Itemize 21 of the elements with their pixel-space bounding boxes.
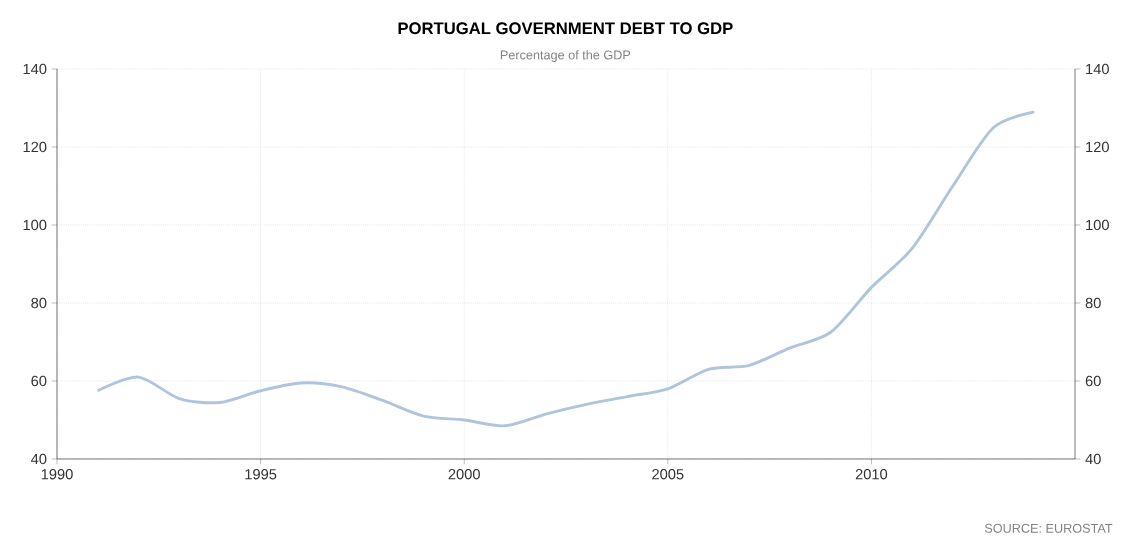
y2-tick-label: 60	[1085, 375, 1101, 387]
source-note: SOURCE: EUROSTAT	[984, 523, 1113, 533]
x-tick-label: 2005	[652, 469, 684, 480]
y2-tick-label: 140	[1086, 63, 1109, 75]
y2-tick-label: 80	[1085, 297, 1101, 309]
y-tick-label: 120	[23, 141, 47, 153]
chart-subtitle: Percentage of the GDP	[500, 50, 631, 62]
x-tick-label: 1995	[245, 469, 277, 480]
x-tick-label: 1990	[41, 469, 73, 480]
x-tick-label: 2000	[448, 469, 480, 480]
y-tick-label: 60	[31, 375, 47, 387]
y2-tick-label: 40	[1085, 453, 1101, 465]
y-tick-label: 100	[23, 219, 47, 231]
chart-title: PORTUGAL GOVERNMENT DEBT TO GDP	[398, 22, 733, 35]
y-tick-label: 40	[30, 453, 47, 465]
y2-tick-label: 120	[1086, 141, 1109, 153]
x-tick-label: 2010	[855, 469, 888, 480]
y-tick-label: 80	[31, 297, 47, 309]
y-tick-label: 140	[23, 63, 47, 75]
line-series	[96, 110, 1036, 428]
y2-tick-label: 100	[1086, 219, 1109, 231]
